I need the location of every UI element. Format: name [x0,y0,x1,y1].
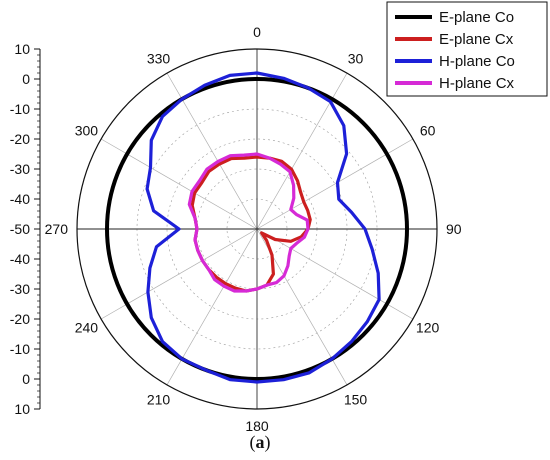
legend-label: E-plane Cx [439,31,514,48]
series-lines [105,71,409,384]
angle-tick-label: 0 [253,24,261,40]
radial-tick-label: -30 [10,281,30,297]
radial-tick-label: -40 [10,251,30,267]
angle-tick-labels: 0 30 60 90 120 150 180 210 240 270 300 330 [45,24,462,434]
radial-tick-label: 10 [14,401,30,417]
radial-tick-label: -20 [10,311,30,327]
radial-tick-label: -20 [10,131,30,147]
grid-spoke [100,228,258,320]
radial-tick-label: -10 [10,101,30,117]
radial-tick-label: 0 [22,71,30,87]
legend: E-plane Co E-plane Cx H-plane Co H-plane Cx [386,1,548,97]
series-line [105,77,409,381]
grid-spoke [256,138,414,230]
angle-tick-label: 240 [75,320,99,336]
grid-spoke [166,72,258,230]
angle-tick-label: 30 [348,50,364,66]
angle-tick-label: 210 [147,392,171,408]
grid-spoke [256,72,348,230]
angle-tick-label: 60 [420,123,436,139]
grid-spoke [100,138,258,230]
angle-tick-label: 150 [344,392,368,408]
angle-tick-label: 180 [245,418,269,434]
legend-label: H-plane Co [439,53,515,70]
radial-tick-label: 10 [14,41,30,57]
radial-tick-label: -50 [10,221,30,237]
angle-tick-label: 300 [75,123,99,139]
radial-axis: 10 0 -10 -20 -30 -40 -50 -40 -30 -20 -10 0 10 [10,41,41,417]
caption-label: a [255,432,265,452]
caption-close: ) [264,432,271,452]
series-line [145,71,381,384]
angle-tick-label: 120 [416,320,440,336]
figure-caption: (a) [0,432,520,453]
radial-tick-label: -30 [10,161,30,177]
legend-label: H-plane Cx [439,75,515,92]
legend-label: E-plane Co [439,9,514,26]
outer-circle [76,48,438,410]
grid-spoke [256,228,414,320]
polar-grid [76,48,438,410]
angle-tick-label: 90 [446,221,462,237]
series-line [187,152,310,293]
radial-tick-label: -40 [10,191,30,207]
angle-tick-label: 270 [45,221,69,237]
radial-tick-label: 0 [22,371,30,387]
caption-open: ( [249,432,256,452]
grid-spoke [166,228,258,386]
radial-tick-label: -10 [10,341,30,357]
angle-tick-label: 330 [147,50,171,66]
